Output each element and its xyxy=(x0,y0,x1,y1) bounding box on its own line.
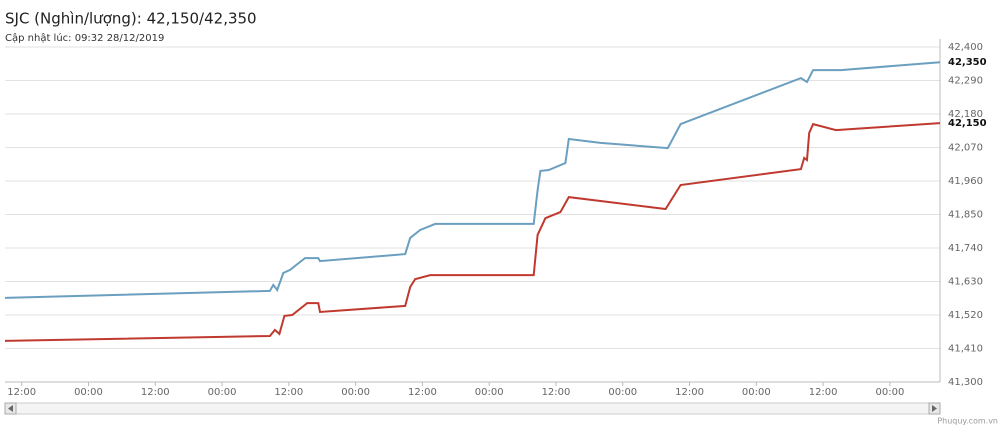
y-tick-label: 41,410 xyxy=(948,344,983,355)
series-line xyxy=(4,61,941,299)
chart-subtitle: Cập nhật lúc: 09:32 28/12/2019 xyxy=(5,32,164,44)
x-tick-label: 12:00 xyxy=(809,387,838,398)
chart-title: SJC (Nghìn/lượng): 42,150/42,350 xyxy=(5,10,257,28)
x-tick-label: 12:00 xyxy=(675,387,704,398)
y-tick-label: 41,630 xyxy=(948,277,983,288)
current-value-label: 42,350 xyxy=(948,57,987,68)
series-line xyxy=(4,122,941,342)
x-tick-label: 00:00 xyxy=(208,387,237,398)
x-tick-label: 00:00 xyxy=(74,387,103,398)
x-tick-label: 12:00 xyxy=(408,387,437,398)
y-tick-label: 41,740 xyxy=(948,243,983,254)
x-tick-label: 00:00 xyxy=(341,387,370,398)
x-tick-label: 12:00 xyxy=(274,387,303,398)
x-tick-label: 00:00 xyxy=(875,387,904,398)
scrollbar[interactable] xyxy=(4,402,941,415)
y-tick-label: 41,300 xyxy=(948,377,983,388)
x-tick-label: 00:00 xyxy=(608,387,637,398)
y-tick-label: 41,960 xyxy=(948,176,983,187)
arrow-icon xyxy=(932,405,937,412)
y-tick-label: 42,400 xyxy=(948,42,983,53)
x-tick-label: 12:00 xyxy=(542,387,571,398)
x-tick-label: 12:00 xyxy=(7,387,36,398)
arrow-icon xyxy=(8,405,13,412)
y-tick-label: 42,180 xyxy=(948,109,983,120)
y-tick-label: 41,520 xyxy=(948,310,983,321)
current-value-label: 42,150 xyxy=(948,118,987,129)
x-tick-label: 00:00 xyxy=(742,387,771,398)
y-tick-label: 42,070 xyxy=(948,143,983,154)
x-tick-label: 00:00 xyxy=(475,387,504,398)
y-tick-label: 41,850 xyxy=(948,210,983,221)
y-tick-label: 42,290 xyxy=(948,76,983,87)
watermark: Phuquy.com.vn xyxy=(937,417,998,426)
x-tick-label: 12:00 xyxy=(141,387,170,398)
